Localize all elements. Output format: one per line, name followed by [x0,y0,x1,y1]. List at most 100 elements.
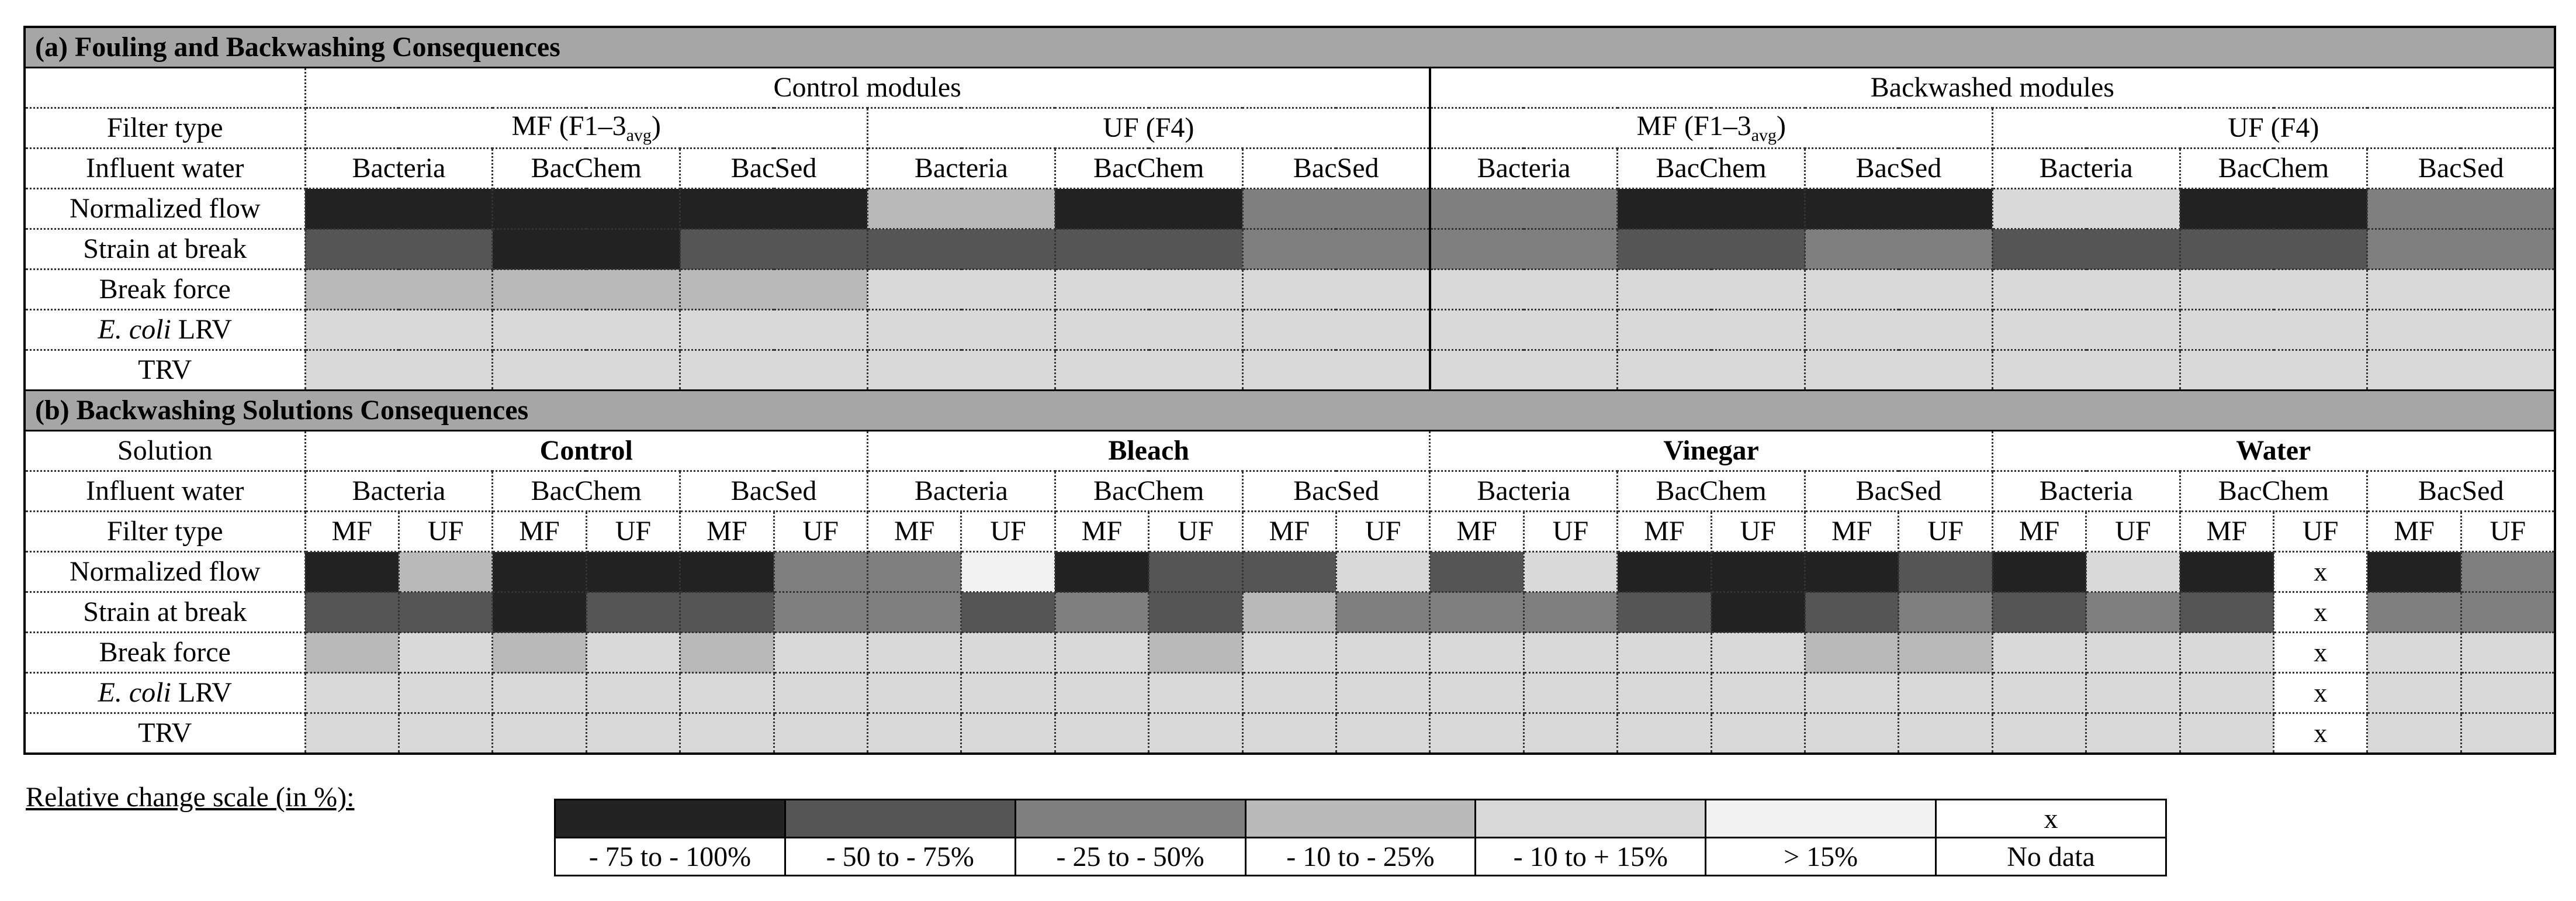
heat-cell [304,309,494,351]
influent-header: BacChem [2179,147,2369,189]
heat-cell [679,672,775,714]
influent-header: BacChem [1054,470,1244,512]
section-b-title: (b) Backwashing Solutions Consequences [23,389,2556,431]
heat-cell [1428,349,1619,391]
heat-cell [1335,631,1431,674]
legend-label: - 10 to + 15% [1474,837,1707,876]
heat-cell [2085,712,2181,755]
heat-cell [491,591,587,633]
heat-cell [1148,591,1244,633]
heat-cell [1522,672,1619,714]
influent-header: Bacteria [1429,470,1619,512]
heat-cell [1241,349,1431,391]
heat-cell [773,551,868,593]
heat-cell [1054,551,1150,593]
filter-header: UF [2460,510,2556,553]
heat-cell [1148,631,1244,674]
filter-header: MF [1429,510,1525,553]
filter-header: UF (F4) [866,107,1431,149]
heat-cell: x [2273,631,2369,674]
heat-cell [2179,188,2369,230]
heat-cell [1148,712,1244,755]
heat-cell [304,551,400,593]
row-label: TRV [23,712,306,755]
heat-cell [1241,228,1431,270]
heat-cell [2179,591,2275,633]
heat-cell [2460,631,2556,674]
legend-label: > 15% [1705,837,1937,876]
influent-water-label: Influent water [23,147,306,189]
influent-header: BacChem [1616,147,1806,189]
heat-cell [1898,712,1993,755]
heat-cell [866,712,962,755]
heat-cell [2460,712,2556,755]
legend-swatch [1244,799,1477,838]
heat-cell [491,672,587,714]
solution-header: Water [1991,430,2556,472]
heat-cell [2085,631,2181,674]
solution-header: Bleach [866,430,1431,472]
heat-cell [397,591,494,633]
row-label: E. coli LRV [23,309,306,351]
legend-label: - 75 to - 100% [554,837,786,876]
group-header: Backwashed modules [1428,67,2556,109]
heat-cell [585,591,681,633]
heat-cell [2179,349,2369,391]
heat-cell [2179,268,2369,310]
heat-cell [1804,228,1993,270]
heat-cell [1803,712,1900,755]
heat-cell [1803,551,1900,593]
heat-cell [1991,349,2181,391]
legend-label: - 50 to - 75% [784,837,1016,876]
heat-cell [1428,188,1619,230]
influent-water-label: Influent water [23,470,306,512]
heat-cell [960,672,1056,714]
heat-cell [866,631,962,674]
heat-cell [1054,309,1244,351]
heat-cell [1991,268,2181,310]
heat-cell [1710,631,1806,674]
heat-cell [866,672,962,714]
heat-cell [1991,591,2087,633]
heat-cell [1429,551,1525,593]
influent-header: BacSed [1241,147,1431,189]
heat-cell [2460,551,2556,593]
heat-cell [1054,712,1150,755]
heat-cell [2366,551,2462,593]
legend-swatch [1014,799,1247,838]
heat-cell [304,349,494,391]
filter-header: MF [1803,510,1900,553]
heat-cell [397,551,494,593]
legend-swatch [554,799,786,838]
heat-cell [960,712,1056,755]
heat-cell [2460,591,2556,633]
heat-cell [1991,712,2087,755]
row-label: Break force [23,631,306,674]
heat-cell [1428,268,1619,310]
heat-cell: x [2273,551,2369,593]
heat-cell [1054,591,1150,633]
heat-cell [1991,631,2087,674]
heat-cell [1522,591,1619,633]
heat-cell [1522,712,1619,755]
heat-cell [1991,551,2087,593]
legend-label: - 10 to - 25% [1244,837,1477,876]
heat-cell [960,631,1056,674]
heat-cell [1241,672,1337,714]
row-label: Strain at break [23,591,306,633]
influent-header: BacChem [1616,470,1806,512]
filter-type-label: Filter type [23,510,306,553]
filter-header: MF [1054,510,1150,553]
legend-swatch [1705,799,1937,838]
filter-header: MF (F1–3avg) [1428,107,1993,149]
influent-header: Bacteria [1991,470,2181,512]
heat-cell [773,672,868,714]
heat-cell [491,309,681,351]
heat-cell [679,349,868,391]
heat-cell [1054,188,1244,230]
heat-cell [1804,188,1993,230]
heat-cell [1616,228,1806,270]
heat-cell [679,228,868,270]
heat-cell [679,712,775,755]
legend-title: Relative change scale (in %): [26,782,355,813]
